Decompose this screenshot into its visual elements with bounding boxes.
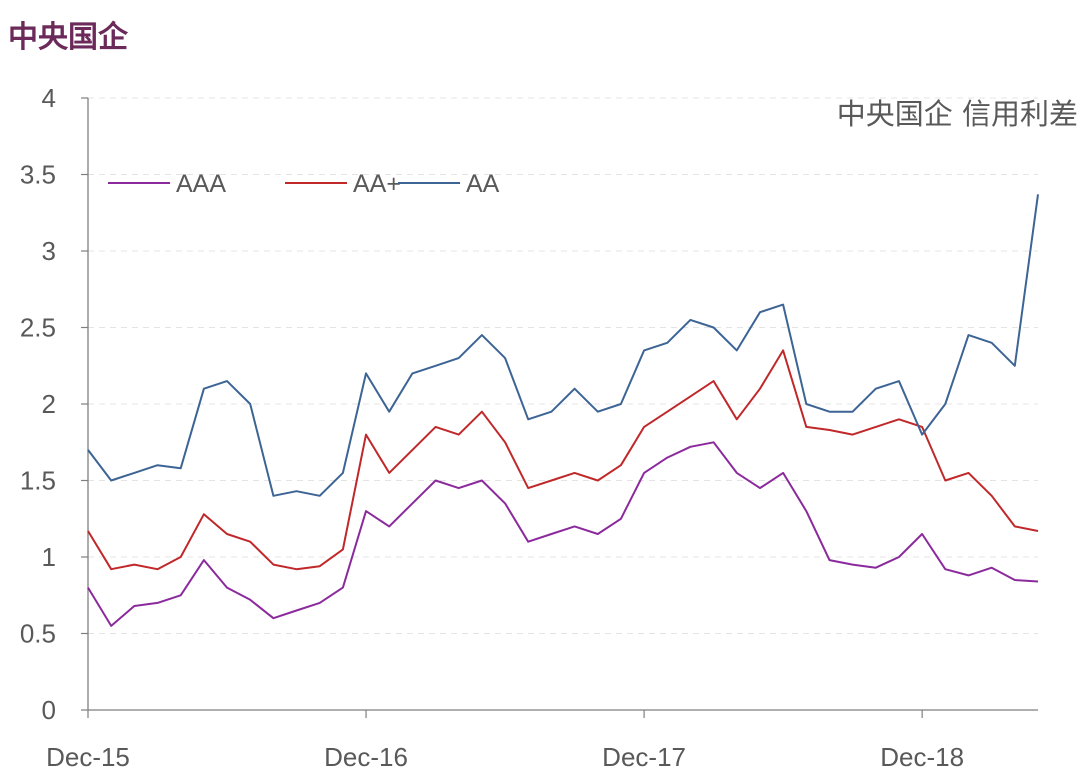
legend-label: AAA [176, 170, 226, 198]
y-tick-label: 0.5 [20, 619, 56, 649]
series-line-aa [87, 194, 1039, 497]
x-axis-ticks: Dec-15 Dec-16 Dec-17 Dec-18 [46, 710, 964, 772]
page-title: 中央国企 [8, 20, 128, 55]
series-lines [87, 194, 1039, 627]
x-tick-label: Dec-15 [46, 742, 130, 772]
legend-label: AA [466, 170, 500, 198]
y-tick-label: 2 [42, 389, 56, 419]
y-tick-label: 3 [42, 236, 56, 266]
x-tick-label: Dec-17 [602, 742, 686, 772]
x-tick-label: Dec-16 [324, 742, 408, 772]
series-line-aaa [87, 441, 1039, 627]
y-tick-label: 0 [42, 695, 56, 725]
y-tick-label: 3.5 [20, 160, 56, 190]
chart-title: 中央国企 信用利差 [837, 97, 1078, 131]
x-tick-label: Dec-18 [880, 742, 964, 772]
y-axis-ticks: 0 0.5 1 1.5 2 2.5 3 3.5 4 [20, 83, 88, 725]
legend: AAA AA+ AA [108, 170, 500, 198]
legend-label: AA+ [353, 170, 401, 198]
y-tick-label: 1.5 [20, 466, 56, 496]
y-tick-label: 2.5 [20, 313, 56, 343]
series-line-aa-plus [87, 349, 1039, 571]
y-tick-label: 4 [42, 83, 56, 113]
gridlines [88, 97, 1038, 634]
y-tick-label: 1 [42, 542, 56, 572]
